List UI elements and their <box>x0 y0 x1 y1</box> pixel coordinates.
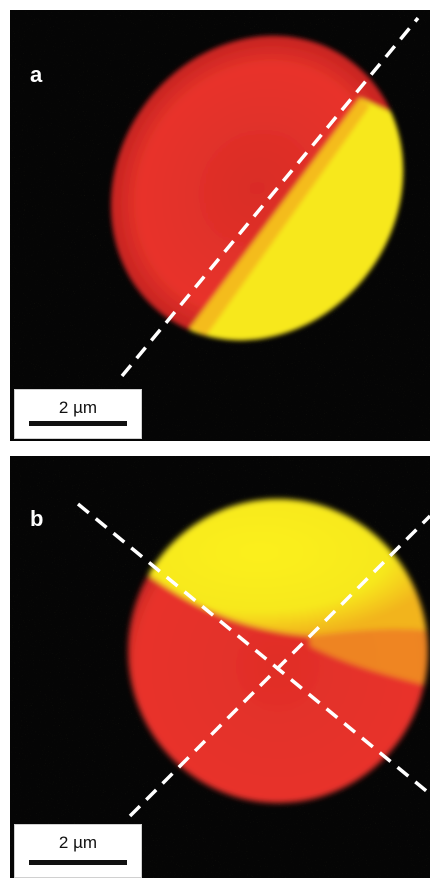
scale-bar-line-b <box>29 860 127 865</box>
scale-bar-line-a <box>29 421 127 426</box>
scale-bar-a: 2 µm <box>14 389 142 439</box>
panel-letter-a: a <box>30 62 43 87</box>
scale-bar-label-b: 2 µm <box>58 833 98 852</box>
panel-b-image <box>10 456 430 878</box>
dashed-line-a <box>120 16 420 378</box>
scale-bar-label-a: 2 µm <box>58 398 98 417</box>
panel-a-image <box>10 10 430 441</box>
dashed-line-b-2 <box>128 514 430 818</box>
panel-b: b 2 µm <box>10 456 430 878</box>
panel-a: a 2 µm <box>10 10 430 441</box>
scale-bar-b: 2 µm <box>14 824 142 878</box>
cell-b <box>128 499 428 803</box>
panel-letter-b: b <box>30 506 44 531</box>
dashed-line-b-1 <box>76 502 430 796</box>
